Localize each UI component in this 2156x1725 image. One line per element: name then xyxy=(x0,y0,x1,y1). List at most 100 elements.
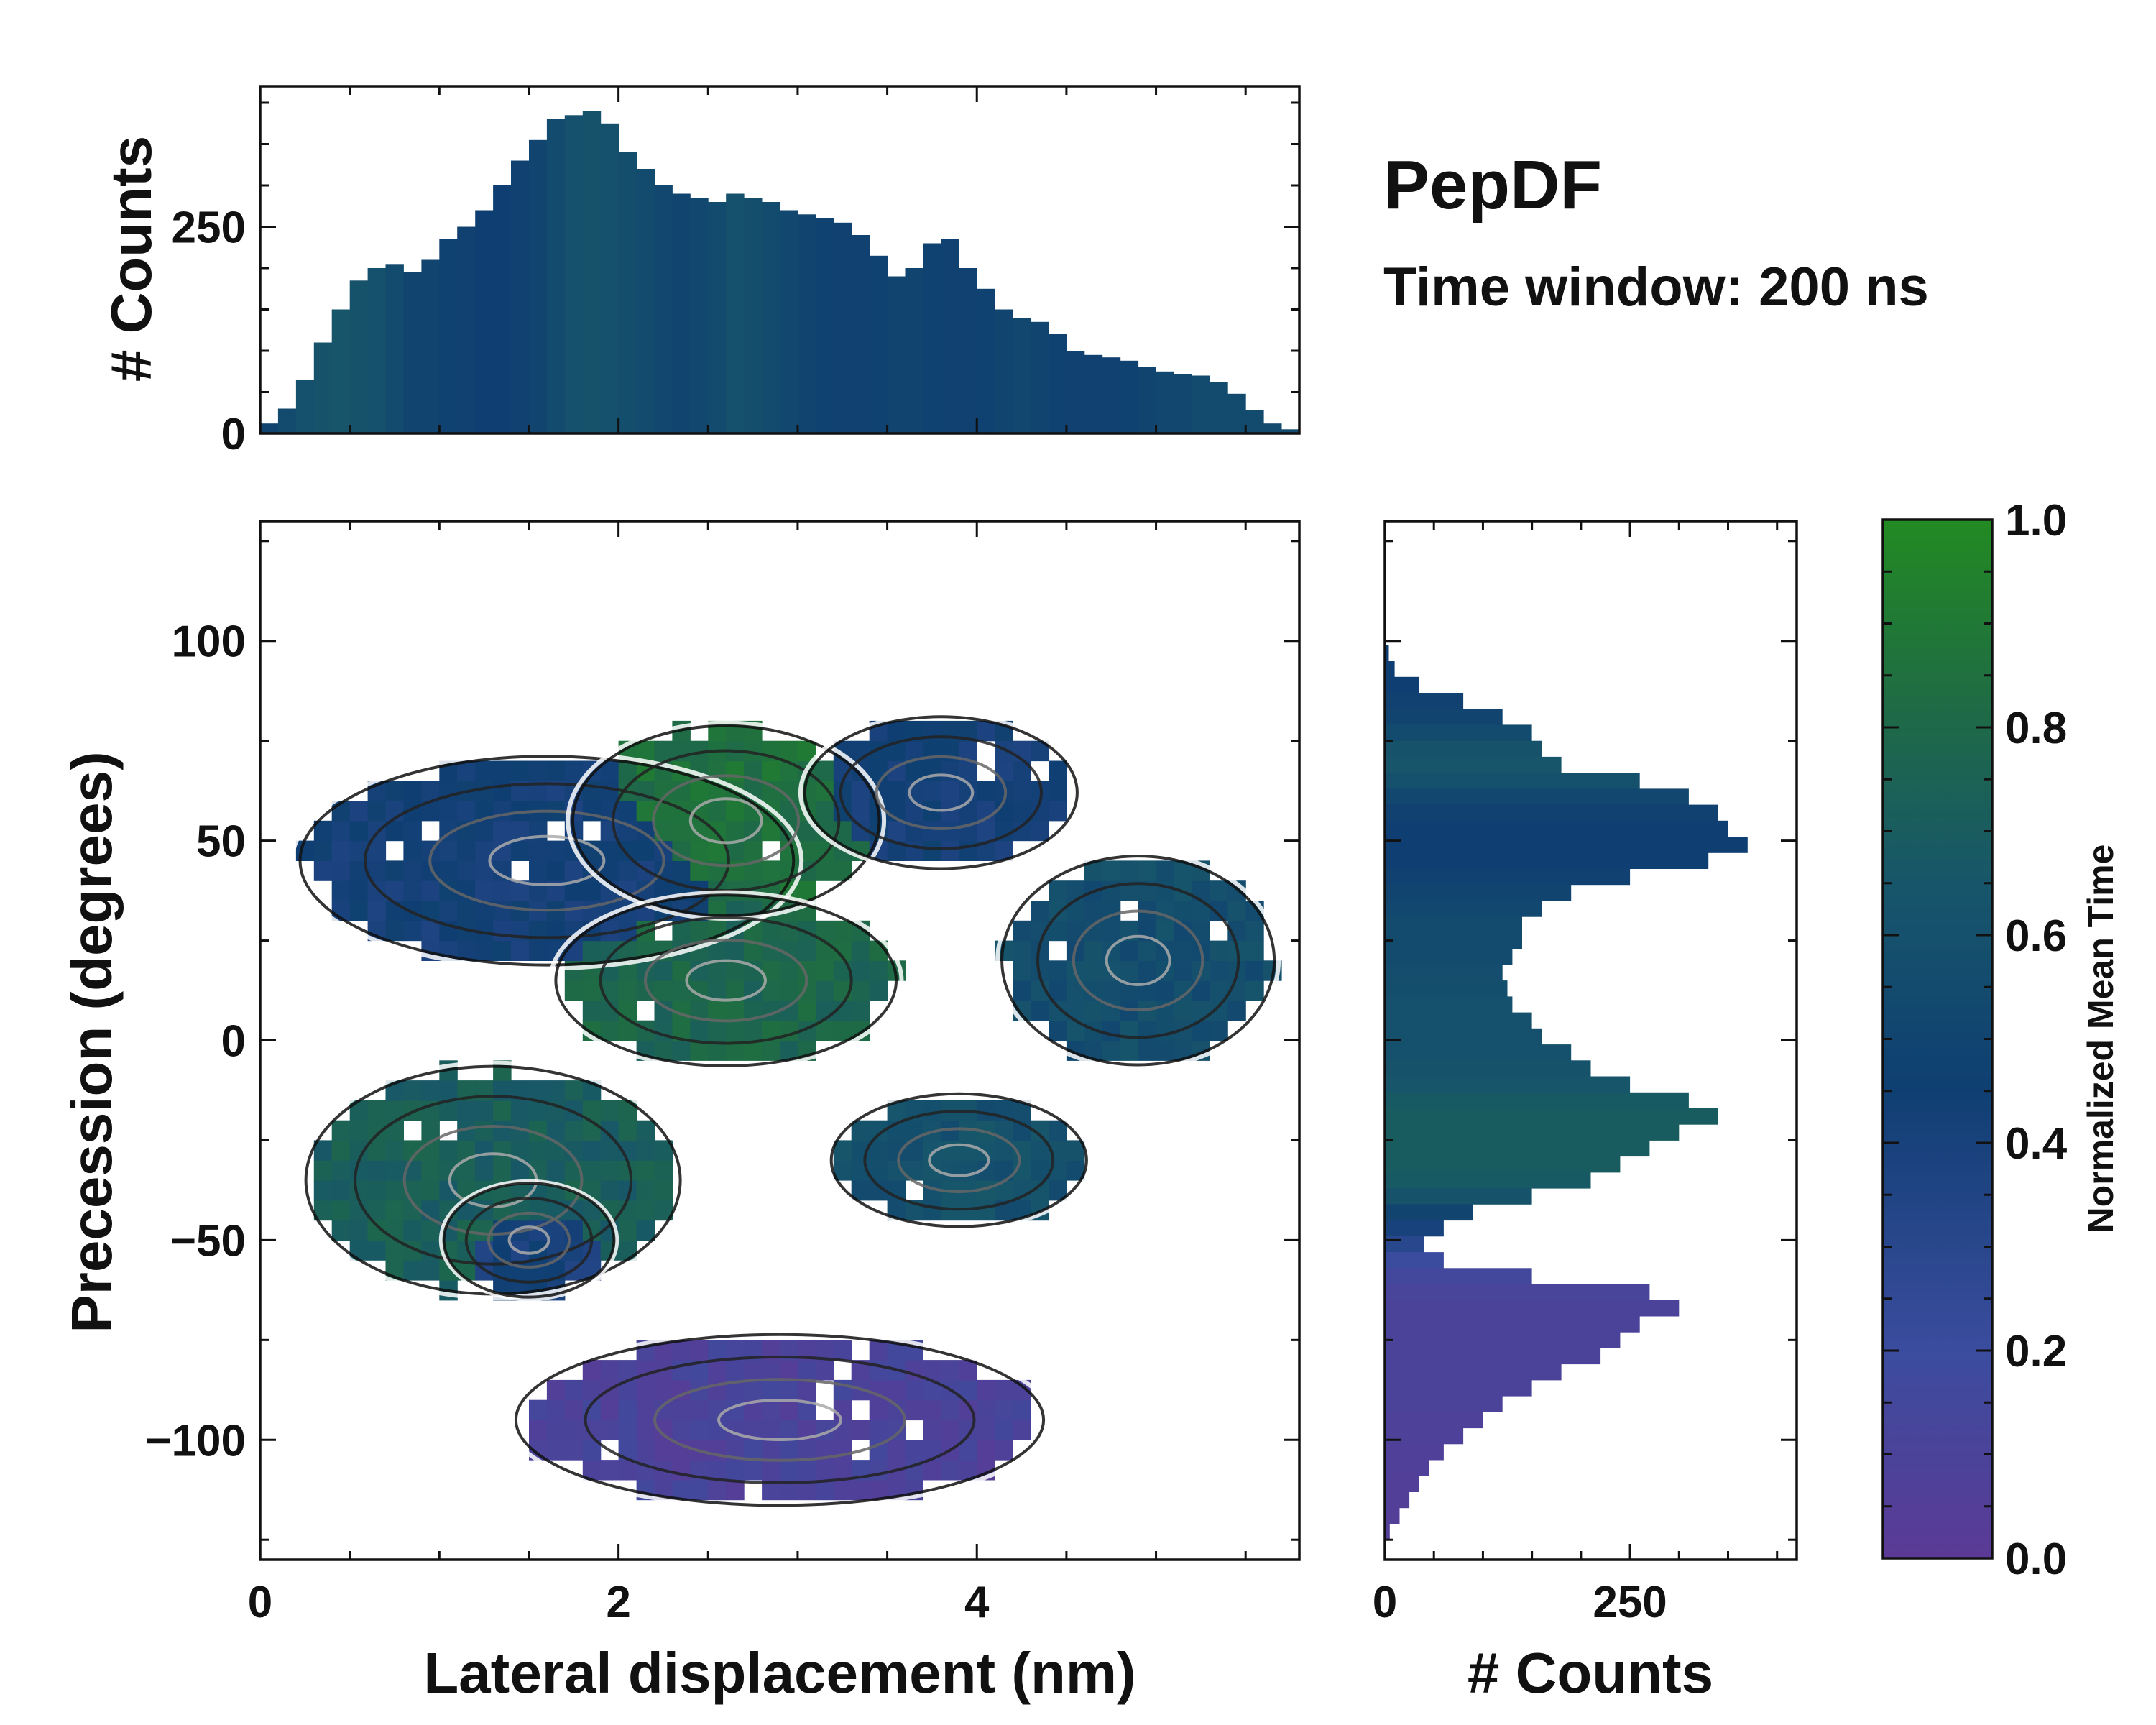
top-hist-bar xyxy=(1049,334,1067,433)
right-hist-bar xyxy=(1385,709,1503,725)
heatmap-cell xyxy=(744,1360,763,1381)
heatmap-cell xyxy=(385,781,404,801)
heatmap-cell xyxy=(493,801,512,822)
heatmap-cell xyxy=(1013,940,1031,961)
top-hist-bar xyxy=(1120,360,1139,433)
right-hist-bar xyxy=(1385,1443,1444,1460)
heatmap-cell xyxy=(511,760,530,781)
density-contour xyxy=(554,893,898,1067)
top-hist-bar xyxy=(1192,375,1210,433)
heatmap-cell xyxy=(941,840,959,861)
colorbar-tick-label: 0.4 xyxy=(2005,1119,2068,1169)
heatmap-cell xyxy=(672,1420,691,1440)
y-tick-label: 100 xyxy=(172,617,246,667)
top-hist-bar xyxy=(385,264,404,434)
top-hist-bar xyxy=(815,218,834,433)
heatmap-cell xyxy=(511,940,530,961)
top-hist-bar xyxy=(331,309,351,433)
heatmap-cell xyxy=(349,820,369,842)
heatmap-cell xyxy=(923,1100,941,1121)
heatmap-cell xyxy=(690,1340,709,1361)
heatmap-cell xyxy=(582,880,602,901)
heatmap-cell xyxy=(1210,880,1228,901)
heatmap-cell xyxy=(941,781,959,801)
heatmap-cell xyxy=(1174,901,1192,921)
heatmap-cell xyxy=(833,1479,852,1501)
heatmap-cell xyxy=(582,1120,602,1141)
heatmap-cell xyxy=(564,1420,584,1440)
colorbar-tick-label: 1.0 xyxy=(2005,496,2067,546)
right-x-tick-label: 0 xyxy=(1373,1578,1397,1627)
heatmap-cell xyxy=(887,820,906,842)
heatmap-cell xyxy=(618,980,637,1001)
right-hist-bar xyxy=(1385,1220,1444,1237)
top-hist-bar xyxy=(511,160,530,433)
heatmap-cell xyxy=(439,1080,458,1101)
top-hist-bar xyxy=(887,276,906,433)
heatmap-cell xyxy=(1049,760,1067,781)
heatmap-cell xyxy=(439,860,458,881)
heatmap-cell xyxy=(780,1460,798,1481)
heatmap-cell xyxy=(851,940,870,961)
colorbar-tick-label: 0.6 xyxy=(2005,911,2067,961)
heatmap-cell xyxy=(1156,860,1175,881)
right-hist-bar xyxy=(1385,1188,1532,1205)
heatmap-cell xyxy=(546,1399,566,1421)
heatmap-cell xyxy=(564,901,584,921)
top-hist-bar xyxy=(672,193,691,433)
heatmap-cell xyxy=(529,1160,548,1181)
heatmap-cell xyxy=(941,1360,959,1381)
heatmap-cell xyxy=(636,740,655,762)
right-hist-bar xyxy=(1385,1348,1601,1365)
heatmap-cell xyxy=(780,1360,798,1381)
right-hist-bar xyxy=(1385,996,1513,1013)
heatmap-cell xyxy=(367,901,387,921)
heatmap-cell xyxy=(959,1140,977,1161)
heatmap-cell xyxy=(815,1460,834,1481)
heatmap-cell xyxy=(403,920,422,942)
heatmap-cell xyxy=(529,1080,548,1101)
top-hist-bar xyxy=(1084,354,1103,434)
heatmap-cell xyxy=(618,1220,637,1241)
right-hist-bar xyxy=(1385,1108,1718,1125)
heatmap-cell xyxy=(546,1440,566,1460)
top-hist-bar xyxy=(869,255,888,434)
heatmap-cell xyxy=(941,1160,959,1181)
heatmap-cell xyxy=(1013,980,1031,1001)
colorbar-tick-label: 0.0 xyxy=(2005,1535,2067,1584)
heatmap-cell xyxy=(726,940,745,961)
heatmap-cell xyxy=(708,801,727,822)
heatmap-cell xyxy=(887,1440,906,1460)
top-hist-bar xyxy=(277,408,297,433)
heatmap-cell xyxy=(367,1180,387,1201)
density-contour xyxy=(464,1197,594,1284)
heatmap-cell xyxy=(869,1399,888,1421)
heatmap-cell xyxy=(833,1399,852,1421)
heatmap-cell xyxy=(654,1160,673,1181)
density-contour xyxy=(290,750,804,971)
density-contour xyxy=(507,1225,550,1255)
heatmap-cell xyxy=(708,1479,727,1501)
right-hist-bar xyxy=(1385,1012,1532,1029)
heatmap-cell xyxy=(851,1420,870,1440)
density-contour xyxy=(688,797,763,845)
density-contour xyxy=(442,1182,616,1299)
heatmap-cell xyxy=(726,1000,745,1021)
top-hist-bar xyxy=(923,243,941,433)
heatmap-cell xyxy=(529,840,548,861)
heatmap-cell xyxy=(654,1379,673,1401)
heatmap-cell xyxy=(977,720,995,742)
heatmap-cell xyxy=(385,1220,404,1241)
top-hist-bar xyxy=(708,202,727,433)
heatmap-cell xyxy=(977,1379,995,1401)
heatmap-cell xyxy=(313,1160,333,1181)
right-hist-bar xyxy=(1385,645,1389,661)
y-tick-label: 0 xyxy=(221,1017,246,1067)
heatmap-cell xyxy=(941,820,959,842)
density-contour xyxy=(488,834,606,887)
density-contour xyxy=(1000,855,1276,1067)
heatmap-cell xyxy=(959,801,977,822)
colorbar-tick-label: 0.8 xyxy=(2005,704,2067,753)
right-hist-bar xyxy=(1385,756,1562,773)
heatmap-cell xyxy=(672,1460,691,1481)
